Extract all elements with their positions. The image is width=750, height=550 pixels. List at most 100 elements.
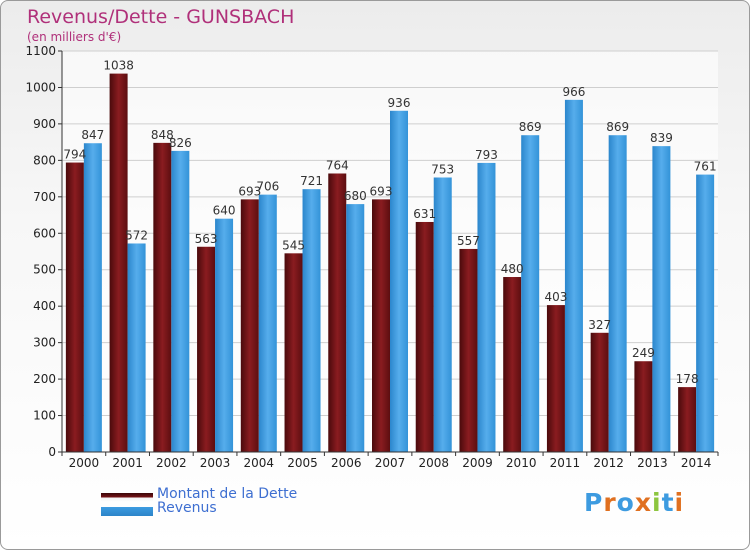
- y-tick-label: 1000: [25, 80, 56, 94]
- bar-revenus: [652, 146, 671, 452]
- bar-revenus: [83, 143, 102, 453]
- data-label: 563: [195, 232, 218, 246]
- x-tick-label: 2007: [375, 456, 406, 470]
- x-tick-label: 2012: [593, 456, 624, 470]
- y-tick-label: 200: [33, 372, 56, 386]
- logo-letter: x: [634, 488, 652, 517]
- data-label: 403: [544, 290, 567, 304]
- x-tick-label: 2014: [681, 456, 712, 470]
- bar-revenus: [302, 189, 321, 452]
- y-tick-label: 100: [33, 409, 56, 423]
- data-label: 557: [457, 234, 480, 248]
- bar-revenus: [564, 99, 583, 452]
- data-label: 572: [125, 228, 148, 242]
- x-tick-label: 2000: [69, 456, 100, 470]
- data-label: 178: [676, 372, 699, 386]
- x-tick-label: 2005: [287, 456, 318, 470]
- x-tick-label: 2008: [418, 456, 449, 470]
- x-tick-label: 2010: [506, 456, 537, 470]
- logo-letter: t: [661, 488, 675, 517]
- data-label: 936: [388, 96, 411, 110]
- x-tick-label: 2004: [244, 456, 275, 470]
- bar-revenus: [477, 162, 496, 452]
- bar-revenus: [696, 174, 715, 452]
- data-label: 721: [300, 174, 323, 188]
- bar-revenus: [433, 177, 452, 453]
- data-label: 848: [151, 128, 174, 142]
- data-labels: 7948471038572848826563640693706545721764…: [63, 59, 716, 387]
- logo-letter: i: [674, 488, 685, 517]
- logo-letter: o: [616, 488, 635, 517]
- data-label: 327: [588, 318, 611, 332]
- bar-dette: [197, 246, 216, 452]
- bar-revenus: [608, 135, 627, 452]
- bar-revenus: [521, 135, 540, 452]
- y-tick-label: 400: [33, 299, 56, 313]
- data-label: 1038: [103, 59, 134, 73]
- bar-dette: [590, 332, 609, 452]
- y-tick-label: 800: [33, 153, 56, 167]
- y-tick-label: 600: [33, 226, 56, 240]
- y-tick-label: 0: [48, 445, 56, 459]
- logo-letter: r: [603, 488, 617, 517]
- data-label: 693: [238, 184, 261, 198]
- data-label: 847: [81, 128, 104, 142]
- data-label: 693: [370, 184, 393, 198]
- x-tick-label: 2002: [156, 456, 187, 470]
- bar-dette: [284, 253, 303, 452]
- bar-dette: [678, 387, 697, 452]
- bar-revenus: [127, 243, 146, 452]
- legend-swatch-revenus: [101, 507, 153, 516]
- proxiti-logo: Proxiti: [584, 488, 684, 517]
- data-label: 640: [213, 204, 236, 218]
- legend-label-revenus: Revenus: [157, 500, 217, 516]
- chart-title: Revenus/Dette - GUNSBACH: [27, 6, 295, 28]
- data-label: 706: [256, 180, 279, 194]
- bar-dette: [240, 199, 259, 452]
- data-label: 249: [632, 346, 655, 360]
- bar-revenus: [215, 218, 234, 452]
- y-tick-label: 700: [33, 190, 56, 204]
- bars: [65, 73, 715, 453]
- bar-dette: [328, 173, 347, 452]
- bar-dette: [153, 142, 172, 452]
- bar-dette: [372, 199, 390, 452]
- data-label: 869: [519, 120, 542, 134]
- data-label: 966: [562, 85, 585, 99]
- x-tick-label: 2001: [112, 456, 143, 470]
- bar-dette: [634, 361, 653, 452]
- data-label: 826: [169, 136, 192, 150]
- legend-swatch-dette: [101, 493, 153, 502]
- x-tick-label: 2006: [331, 456, 362, 470]
- bar-revenus: [346, 204, 365, 452]
- data-label: 631: [413, 207, 436, 221]
- data-label: 545: [282, 238, 305, 252]
- logo-letter: P: [584, 488, 604, 517]
- axes: 0 100 200 300 400 500 600 700 800 900 1000 1100 2000…: [25, 44, 719, 470]
- bar-dette: [109, 73, 128, 453]
- x-tick-label: 2011: [550, 456, 581, 470]
- bar-revenus: [258, 194, 277, 452]
- data-label: 794: [63, 148, 86, 162]
- chart-subtitle: (en milliers d'€): [27, 30, 122, 44]
- data-label: 761: [694, 160, 717, 174]
- data-label: 764: [326, 158, 349, 172]
- bar-dette: [459, 248, 478, 452]
- y-tick-label: 300: [33, 336, 56, 350]
- x-tick-label: 2009: [462, 456, 493, 470]
- x-tick-label: 2003: [200, 456, 231, 470]
- y-tick-label: 900: [33, 117, 56, 131]
- data-label: 869: [606, 120, 629, 134]
- y-tick-label: 1100: [25, 44, 56, 58]
- x-tick-label: 2013: [637, 456, 668, 470]
- bar-dette: [65, 162, 84, 452]
- bar-dette: [503, 277, 522, 452]
- data-label: 753: [431, 162, 454, 176]
- bar-dette: [546, 305, 565, 452]
- bar-revenus: [390, 110, 408, 452]
- data-label: 839: [650, 131, 673, 145]
- bar-dette: [415, 221, 434, 452]
- data-label: 680: [344, 189, 367, 203]
